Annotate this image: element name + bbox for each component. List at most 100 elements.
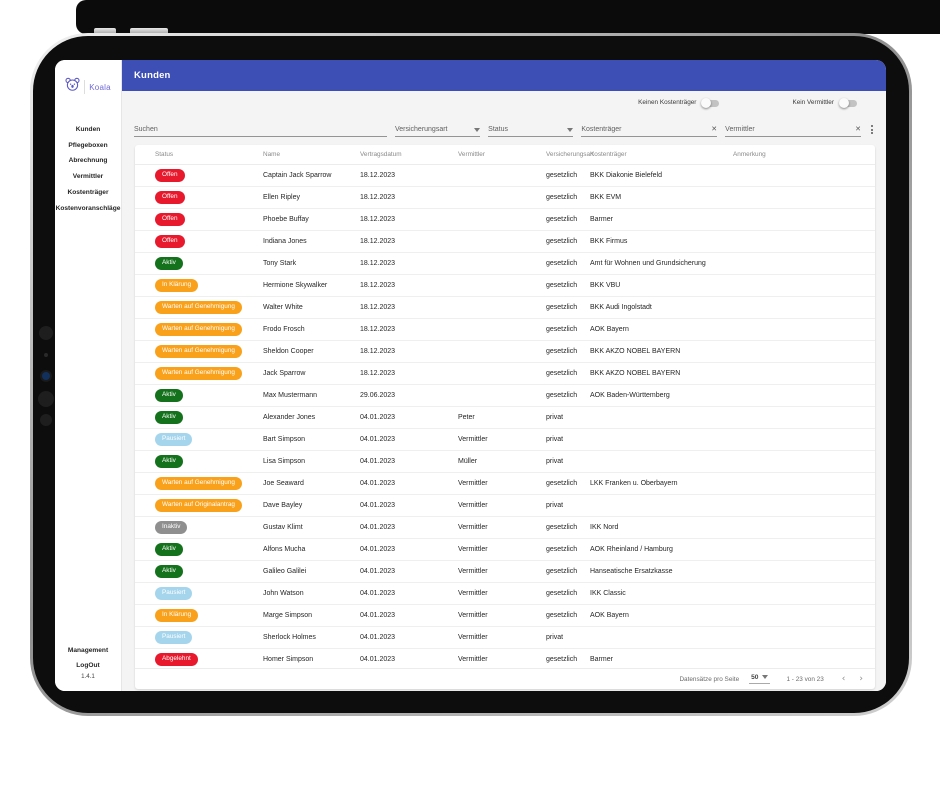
table-row[interactable]: Warten auf Genehmigung Sheldon Cooper 18.1… — [135, 341, 875, 363]
insurance-type: privat — [546, 414, 564, 421]
status-cell: In Klärung — [135, 279, 263, 292]
status-cell: Aktiv — [135, 565, 263, 578]
table-row[interactable]: Offen Ellen Ripley 18.12.2023 gesetzlich BKK… — [135, 187, 875, 209]
table-row[interactable]: Aktiv Max Mustermann 29.06.2023 gesetzlich A… — [135, 385, 875, 407]
sidebar-item-pflegeboxen[interactable]: Pflegeboxen — [68, 141, 108, 149]
table-row[interactable]: Aktiv Alexander Jones 04.01.2023 Peter priva… — [135, 407, 875, 429]
status-badge: Pausiert — [155, 587, 193, 600]
tablet-bezel: Koala Kunden Pflegeboxen Abrechnung Vermitt… — [33, 36, 909, 713]
table-row[interactable]: Warten auf Genehmigung Jack Sparrow 18.12.… — [135, 363, 875, 385]
pagination-range: 1 - 23 von 23 — [786, 675, 824, 683]
chevron-down-icon — [762, 675, 769, 679]
contract-date: 29.06.2023 — [360, 392, 396, 399]
table-row[interactable]: Abgelehnt Homer Simpson 04.01.2023 Vermittl… — [135, 649, 875, 668]
table-row[interactable]: Pausiert Bart Simpson 04.01.2023 Vermittler… — [135, 429, 875, 451]
customer-name: Sheldon Cooper — [263, 348, 314, 355]
insurance-type: privat — [546, 458, 564, 465]
insurance-type-select[interactable]: Versicherungsart — [394, 126, 481, 137]
agent-name: Vermittler — [458, 612, 488, 619]
customer-name: Ellen Ripley — [263, 194, 300, 201]
payer-name: BKK Firmus — [590, 238, 628, 245]
table-row[interactable]: Aktiv Alfons Mucha 04.01.2023 Vermittler ges… — [135, 539, 875, 561]
table-row[interactable]: In Klärung Hermione Skywalker 18.12.2023 ge… — [135, 275, 875, 297]
customer-name: Hermione Skywalker — [263, 282, 328, 289]
table-row[interactable]: Offen Captain Jack Sparrow 18.12.2023 geset… — [135, 165, 875, 187]
agent-filter-input[interactable]: Vermittler ✕ — [725, 126, 861, 137]
payer-name: BKK VBU — [590, 282, 621, 289]
status-badge: Aktiv — [155, 455, 183, 468]
clear-icon[interactable]: ✕ — [711, 126, 718, 133]
table-row[interactable]: Warten auf Genehmigung Frodo Frosch 18.12.… — [135, 319, 875, 341]
status-badge: Offen — [155, 235, 185, 248]
sidebar-item-kunden[interactable]: Kunden — [75, 126, 101, 133]
payer-name: Barmer — [590, 656, 613, 663]
toggle-no-agent-switch[interactable] — [839, 97, 858, 108]
sidebar-item-management[interactable]: Management — [67, 647, 109, 654]
table-row[interactable]: Pausiert John Watson 04.01.2023 Vermittler g… — [135, 583, 875, 605]
payer-name: BKK Audi Ingolstadt — [590, 304, 652, 311]
logout-button[interactable]: LogOut — [76, 662, 100, 669]
contract-date: 18.12.2023 — [360, 194, 396, 201]
main-area: Kunden Keinen Kostenträger Kein Vermittl… — [122, 60, 886, 691]
clear-icon[interactable]: ✕ — [855, 126, 861, 133]
payer-name: AOK Baden-Württemberg — [590, 392, 670, 399]
kebab-menu-icon[interactable] — [869, 125, 875, 137]
sidebar-item-kostenvoranschläge[interactable]: Kostenvoranschläge — [55, 204, 121, 212]
status-cell: Warten auf Genehmigung — [135, 367, 263, 380]
insurance-type: privat — [546, 436, 564, 443]
status-badge: Inaktiv — [155, 521, 188, 534]
sidebar-item-vermittler[interactable]: Vermittler — [72, 173, 104, 181]
status-cell: Aktiv — [135, 411, 263, 424]
insurance-type: gesetzlich — [546, 480, 578, 487]
status-badge: Warten auf Originalantrag — [155, 499, 242, 512]
contract-date: 04.01.2023 — [360, 634, 396, 641]
contract-date: 04.01.2023 — [360, 458, 396, 465]
payer-name: IKK Classic — [590, 590, 626, 597]
toggle-no-payer-label: Keinen Kostenträger — [638, 99, 697, 106]
table-row[interactable]: Warten auf Originalantrag Dave Bayley 04.0… — [135, 495, 875, 517]
table-row[interactable]: Pausiert Sherlock Holmes 04.01.2023 Vermitt… — [135, 627, 875, 649]
agent-name: Vermittler — [458, 502, 488, 509]
status-cell: Offen — [135, 169, 263, 182]
page-size-select[interactable]: 50 — [749, 674, 771, 684]
toggle-no-payer-switch[interactable] — [701, 97, 720, 108]
table-row[interactable]: In Klärung Marge Simpson 04.01.2023 Vermitt… — [135, 605, 875, 627]
backdrop-band — [76, 0, 940, 34]
status-badge: Offen — [155, 169, 185, 182]
customer-name: Frodo Frosch — [263, 326, 305, 333]
table-row[interactable]: Warten auf Genehmigung Joe Seaward 04.01.2… — [135, 473, 875, 495]
table-row[interactable]: Offen Phoebe Buffay 18.12.2023 gesetzlich Ba… — [135, 209, 875, 231]
sidebar-item-abrechnung[interactable]: Abrechnung — [68, 157, 108, 165]
brand-name: Koala — [89, 82, 111, 92]
status-cell: Pausiert — [135, 631, 263, 644]
status-cell: Abgelehnt — [135, 653, 263, 666]
status-cell: Aktiv — [135, 543, 263, 556]
payer-name: Amt für Wohnen und Grundsicherung — [590, 260, 706, 267]
table-row[interactable]: Warten auf Genehmigung Walter White 18.12.… — [135, 297, 875, 319]
table-row[interactable]: Offen Indiana Jones 18.12.2023 gesetzlich BK… — [135, 231, 875, 253]
customer-name: Gustav Klimt — [263, 524, 303, 531]
payer-filter-input[interactable]: Kostenträger ✕ — [581, 126, 718, 137]
status-badge: Offen — [155, 191, 185, 204]
status-select[interactable]: Status — [488, 126, 574, 137]
toggle-no-agent: Kein Vermittler — [792, 97, 858, 108]
status-cell: Aktiv — [135, 257, 263, 270]
previous-page-icon[interactable]: ‹ — [841, 673, 846, 684]
column-header: Versicherungsart — [546, 151, 594, 158]
contract-date: 04.01.2023 — [360, 656, 396, 663]
payer-name: BKK EVM — [590, 194, 622, 201]
table-row[interactable]: Inaktiv Gustav Klimt 04.01.2023 Vermittler g… — [135, 517, 875, 539]
camera-sensor-icon — [39, 326, 53, 340]
next-page-icon[interactable]: › — [859, 673, 863, 684]
contract-date: 18.12.2023 — [360, 326, 396, 333]
table-row[interactable]: Aktiv Galileo Galilei 04.01.2023 Vermittler… — [135, 561, 875, 583]
chevron-down-icon — [474, 128, 481, 132]
status-badge: Warten auf Genehmigung — [155, 345, 242, 358]
sidebar-item-kostenträger[interactable]: Kostenträger — [67, 188, 109, 196]
search-input[interactable]: Suchen — [134, 126, 387, 137]
status-cell: Warten auf Originalantrag — [135, 499, 263, 512]
customer-name: Homer Simpson — [263, 656, 314, 663]
table-row[interactable]: Aktiv Lisa Simpson 04.01.2023 Müller privat — [135, 451, 875, 473]
table-row[interactable]: Aktiv Tony Stark 18.12.2023 gesetzlich Amt f… — [135, 253, 875, 275]
